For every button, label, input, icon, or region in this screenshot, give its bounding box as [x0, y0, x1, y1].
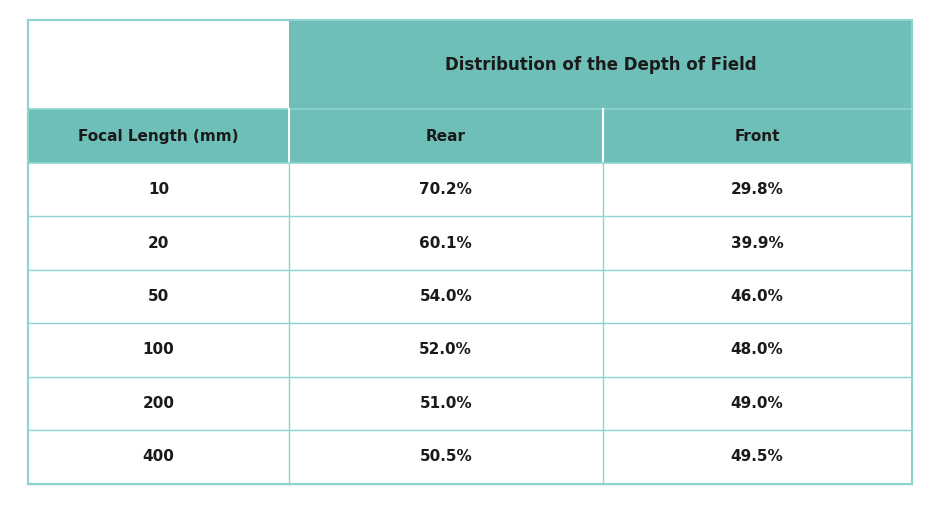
- Bar: [603, 377, 912, 430]
- Bar: [28, 323, 289, 377]
- Bar: [289, 216, 603, 270]
- Bar: [28, 270, 289, 323]
- Bar: [603, 270, 912, 323]
- Text: 20: 20: [148, 236, 169, 250]
- Text: Front: Front: [734, 129, 780, 144]
- Bar: [603, 216, 912, 270]
- Bar: [28, 163, 289, 216]
- Text: Focal Length (mm): Focal Length (mm): [78, 129, 239, 144]
- Text: Rear: Rear: [426, 129, 465, 144]
- Bar: [28, 377, 289, 430]
- Text: 70.2%: 70.2%: [419, 182, 472, 197]
- Bar: [28, 430, 289, 484]
- Bar: [289, 270, 603, 323]
- Bar: [289, 430, 603, 484]
- Bar: [289, 323, 603, 377]
- Bar: [603, 163, 912, 216]
- Text: 60.1%: 60.1%: [419, 236, 472, 250]
- Bar: [289, 377, 603, 430]
- Bar: [603, 430, 912, 484]
- Bar: [28, 109, 289, 163]
- Bar: [28, 216, 289, 270]
- Text: 29.8%: 29.8%: [730, 182, 784, 197]
- Text: 50.5%: 50.5%: [419, 449, 472, 464]
- Text: 39.9%: 39.9%: [730, 236, 784, 250]
- Text: 49.5%: 49.5%: [730, 449, 784, 464]
- Text: 51.0%: 51.0%: [419, 396, 472, 411]
- Text: 100: 100: [143, 343, 175, 357]
- Text: 52.0%: 52.0%: [419, 343, 472, 357]
- Text: 54.0%: 54.0%: [419, 289, 472, 304]
- Text: 48.0%: 48.0%: [730, 343, 784, 357]
- Bar: [289, 163, 603, 216]
- Text: 10: 10: [148, 182, 169, 197]
- Bar: [603, 323, 912, 377]
- Bar: [289, 20, 912, 109]
- Text: 200: 200: [143, 396, 175, 411]
- Text: 50: 50: [148, 289, 169, 304]
- Text: 400: 400: [143, 449, 175, 464]
- Text: 46.0%: 46.0%: [730, 289, 784, 304]
- Text: 49.0%: 49.0%: [730, 396, 784, 411]
- Text: Distribution of the Depth of Field: Distribution of the Depth of Field: [445, 56, 756, 74]
- Bar: [603, 109, 912, 163]
- Bar: [28, 20, 289, 109]
- Bar: [289, 109, 603, 163]
